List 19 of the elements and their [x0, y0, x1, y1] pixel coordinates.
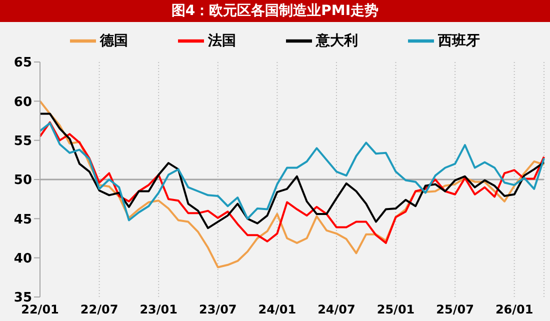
x-tick-label: 22/07	[80, 302, 118, 317]
legend-label: 西班牙	[438, 33, 480, 50]
x-tick-label: 23/01	[140, 302, 178, 317]
x-tick-label: 25/07	[436, 302, 474, 317]
x-tick-label: 25/01	[376, 302, 415, 317]
y-tick-label: 45	[14, 212, 32, 228]
y-tick-label: 50	[14, 173, 32, 188]
y-tick-label: 65	[14, 56, 32, 71]
y-tick-label: 55	[14, 134, 32, 149]
x-tick-label: 26/01	[495, 302, 534, 317]
x-tick-label: 23/07	[198, 302, 237, 317]
x-tick-label: 24/07	[318, 302, 356, 317]
x-tick-label: 24/01	[258, 302, 296, 317]
legend-label: 意大利	[316, 33, 358, 50]
legend-label: 法国	[208, 33, 236, 50]
y-tick-label: 40	[14, 251, 32, 266]
legend-label: 德国	[100, 33, 128, 50]
y-tick-label: 60	[14, 94, 32, 110]
chart-title: 图4：欧元区各国制造业PMI走势	[0, 0, 550, 22]
